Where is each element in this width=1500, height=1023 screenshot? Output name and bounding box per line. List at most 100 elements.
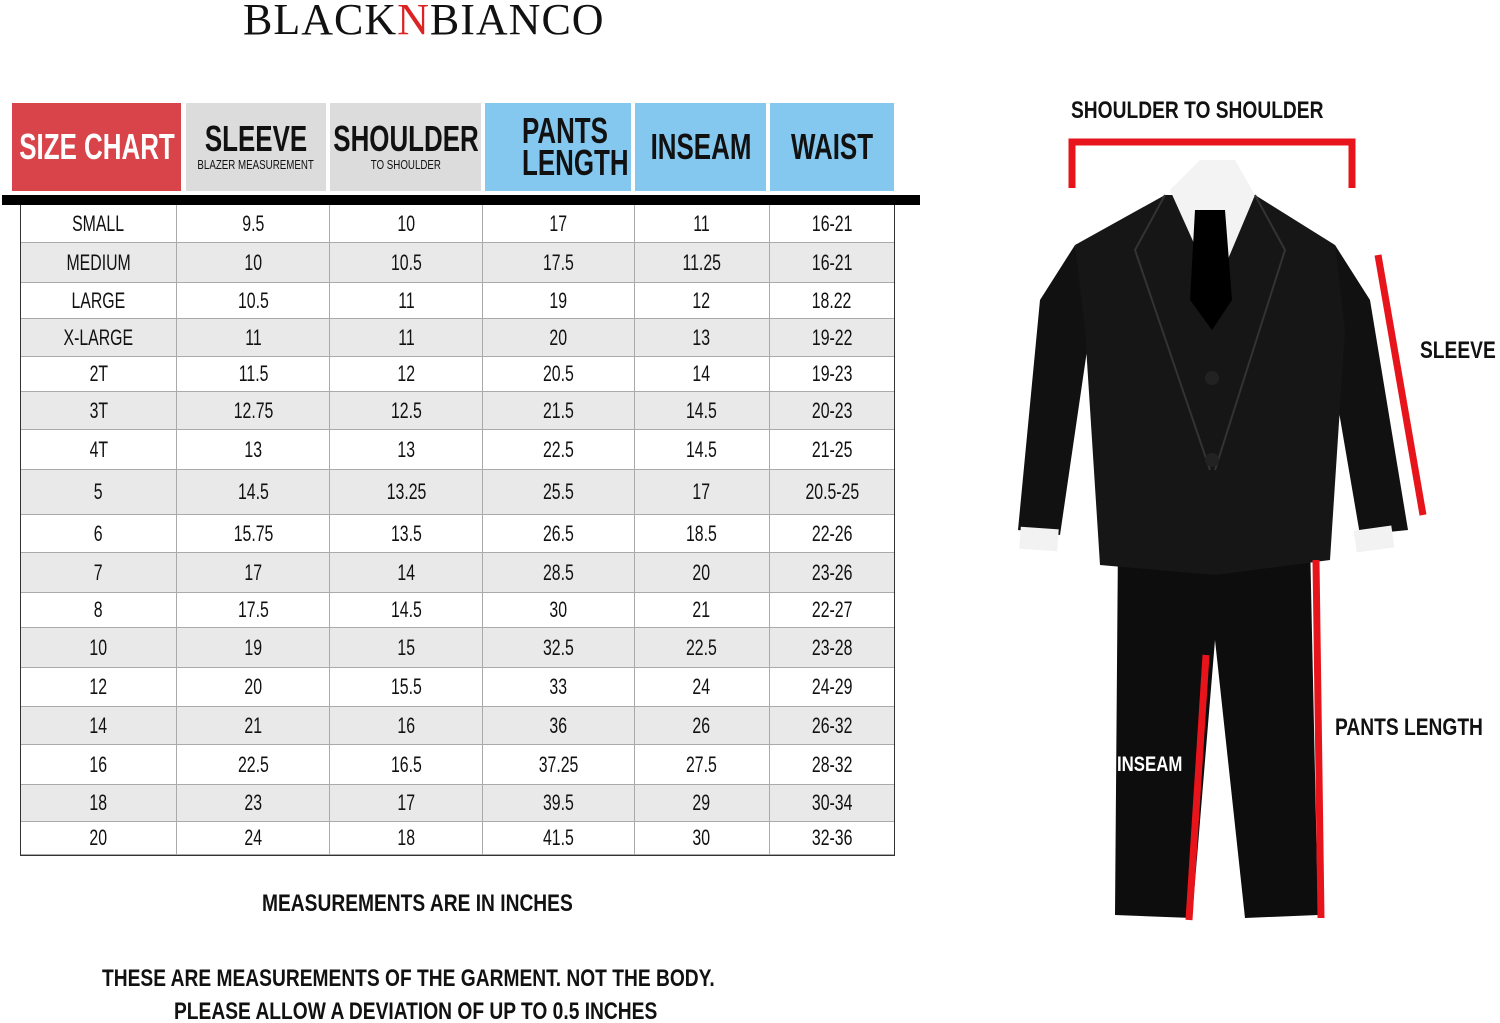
header-size-chart: SIZE CHART — [12, 103, 181, 191]
value-cell: 11.5 — [177, 357, 331, 391]
cell-text: 16 — [397, 712, 416, 738]
size-cell: 7 — [21, 553, 178, 592]
cell-text: 24 — [692, 674, 711, 699]
size-cell: 16 — [21, 745, 178, 784]
value-cell: 15.75 — [177, 515, 331, 552]
cell-text: X-LARGE — [63, 324, 134, 350]
suit-illustration — [1018, 160, 1408, 918]
size-cell: 14 — [21, 707, 178, 744]
header-shoulder: SHOULDER TO SHOULDER — [330, 103, 481, 191]
value-cell: 20 — [177, 668, 331, 706]
table-row: SMALL 9.5 10 17 11 16-21 — [21, 205, 894, 243]
cell-text: 14 — [397, 559, 416, 585]
value-cell: 13 — [635, 319, 770, 356]
cell-text: 20-23 — [811, 397, 853, 423]
value-cell: 22.5 — [635, 628, 770, 667]
cell-text: 21-25 — [811, 436, 853, 462]
size-cell: 18 — [21, 785, 178, 821]
cell-text: 20.5 — [543, 361, 574, 386]
cell-text: 20 — [244, 674, 262, 699]
cell-text: 20 — [549, 324, 568, 350]
value-cell: 13.25 — [330, 470, 484, 514]
cell-text: 10.5 — [237, 287, 269, 313]
value-cell: 20-23 — [770, 392, 894, 429]
table-row: 7 17 14 28.5 20 23-26 — [21, 553, 894, 593]
header-sleeve: SLEEVE BLAZER MEASUREMENT — [186, 103, 326, 191]
value-cell: 21 — [635, 593, 770, 627]
cell-text: 20.5-25 — [805, 479, 859, 504]
cell-text: 22.5 — [237, 751, 269, 777]
value-cell: 14 — [635, 357, 770, 391]
value-cell: 22-27 — [770, 593, 894, 627]
cell-text: 11.25 — [682, 249, 721, 275]
cell-text: 32-36 — [811, 825, 853, 850]
shoulder-marker — [1068, 138, 1356, 188]
value-cell: 21-25 — [770, 430, 894, 469]
value-cell: 14.5 — [177, 470, 331, 514]
value-cell: 20 — [635, 553, 770, 592]
cell-text: 19-22 — [811, 324, 853, 350]
value-cell: 28.5 — [483, 553, 635, 592]
value-cell: 11.25 — [635, 243, 770, 282]
value-cell: 37.25 — [483, 745, 635, 784]
header-subtitle: TO SHOULDER — [370, 156, 441, 172]
value-cell: 16 — [330, 707, 484, 744]
value-cell: 33 — [483, 668, 635, 706]
sleeve-label: SLEEVE — [1420, 337, 1496, 364]
value-cell: 13 — [330, 430, 484, 469]
value-cell: 41.5 — [483, 822, 635, 854]
table-row: 10 19 15 32.5 22.5 23-28 — [21, 628, 894, 668]
cell-text: 15 — [397, 634, 416, 660]
cell-text: 28-32 — [811, 751, 853, 777]
cell-text: 14.5 — [237, 479, 269, 504]
cell-text: 12 — [397, 361, 416, 386]
cell-text: 23 — [244, 790, 262, 815]
cell-text: 12.5 — [390, 397, 422, 423]
value-cell: 14.5 — [635, 392, 770, 429]
cell-text: 26 — [692, 712, 711, 738]
value-cell: 19-23 — [770, 357, 894, 391]
table-row: 6 15.75 13.5 26.5 18.5 22-26 — [21, 515, 894, 553]
cell-text: 11 — [693, 210, 710, 236]
cell-text: 10.5 — [390, 249, 422, 275]
header-title: SLEEVE — [204, 117, 308, 159]
cell-text: 24-29 — [811, 674, 853, 699]
value-cell: 15.5 — [330, 668, 484, 706]
value-cell: 17 — [177, 553, 331, 592]
table-row: LARGE 10.5 11 19 12 18.22 — [21, 283, 894, 319]
table-row: 4T 13 13 22.5 14.5 21-25 — [21, 430, 894, 470]
table-row: 8 17.5 14.5 30 21 22-27 — [21, 593, 894, 628]
header-inseam: INSEAM — [635, 103, 766, 191]
value-cell: 17 — [330, 785, 484, 821]
value-cell: 30 — [635, 822, 770, 854]
value-cell: 12 — [330, 357, 484, 391]
value-cell: 17.5 — [483, 243, 635, 282]
value-cell: 17 — [635, 470, 770, 514]
value-cell: 10 — [177, 243, 331, 282]
cell-text: 11 — [398, 324, 415, 350]
cell-text: 15.75 — [233, 520, 273, 546]
cell-text: 16 — [89, 751, 108, 777]
table-row: 14 21 16 36 26 26-32 — [21, 707, 894, 745]
value-cell: 24-29 — [770, 668, 894, 706]
value-cell: 16.5 — [330, 745, 484, 784]
cell-text: 26-32 — [811, 712, 853, 738]
value-cell: 12.75 — [177, 392, 331, 429]
value-cell: 22.5 — [483, 430, 635, 469]
value-cell: 23-28 — [770, 628, 894, 667]
cell-text: 8 — [94, 597, 103, 622]
cell-text: 23-26 — [811, 559, 853, 585]
size-cell: SMALL — [21, 205, 178, 242]
value-cell: 17.5 — [177, 593, 331, 627]
size-cell: 6 — [21, 515, 178, 552]
value-cell: 11 — [330, 283, 484, 318]
value-cell: 10.5 — [330, 243, 484, 282]
cell-text: 13.25 — [386, 479, 427, 504]
cell-text: MEDIUM — [66, 249, 131, 275]
pants-length-label: PANTS LENGTH — [1335, 714, 1483, 741]
cell-text: 14.5 — [390, 597, 422, 622]
cell-text: 12 — [692, 287, 711, 313]
cell-text: 9.5 — [242, 210, 265, 236]
header-pants-length: PANTS LENGTH — [485, 103, 631, 191]
